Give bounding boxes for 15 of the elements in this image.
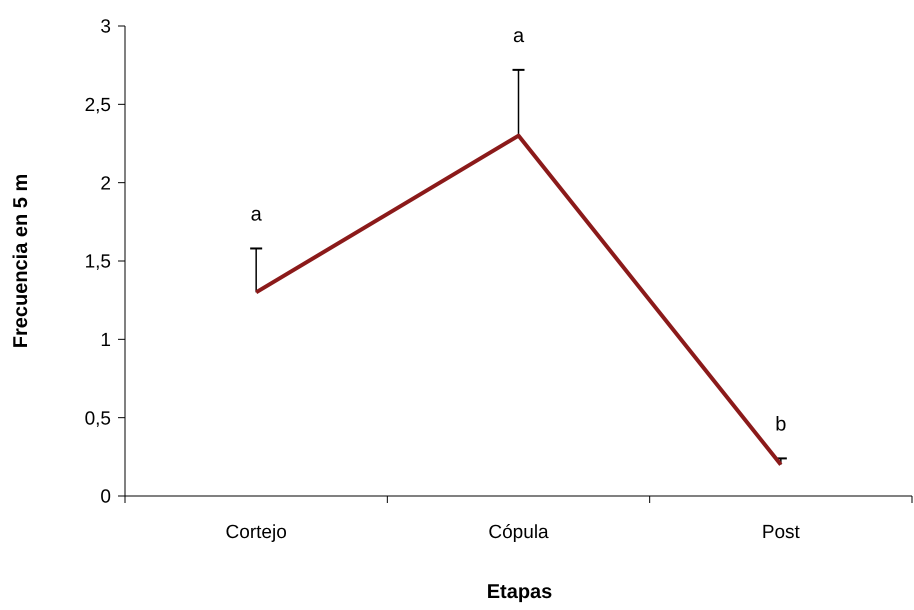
y-tick-label: 1,5: [84, 252, 111, 273]
annotation: a: [512, 24, 525, 47]
x-tick-label: Cópula: [488, 522, 550, 543]
y-tick-label: 1: [100, 330, 111, 351]
y-tick-label: 2: [100, 173, 111, 194]
annotation: a: [250, 203, 263, 226]
y-axis-title: Frecuencia en 5 m: [10, 174, 32, 348]
annotation: b: [775, 413, 786, 436]
x-tick-label: Cortejo: [226, 522, 287, 543]
y-tick-label: 3: [100, 16, 111, 38]
x-axis-title: Etapas: [486, 581, 552, 603]
x-tick-label: Post: [762, 522, 801, 543]
y-tick-label: 0,5: [84, 408, 111, 430]
y-tick-label: 0: [100, 486, 111, 508]
y-tick-label: 2,5: [84, 94, 111, 116]
